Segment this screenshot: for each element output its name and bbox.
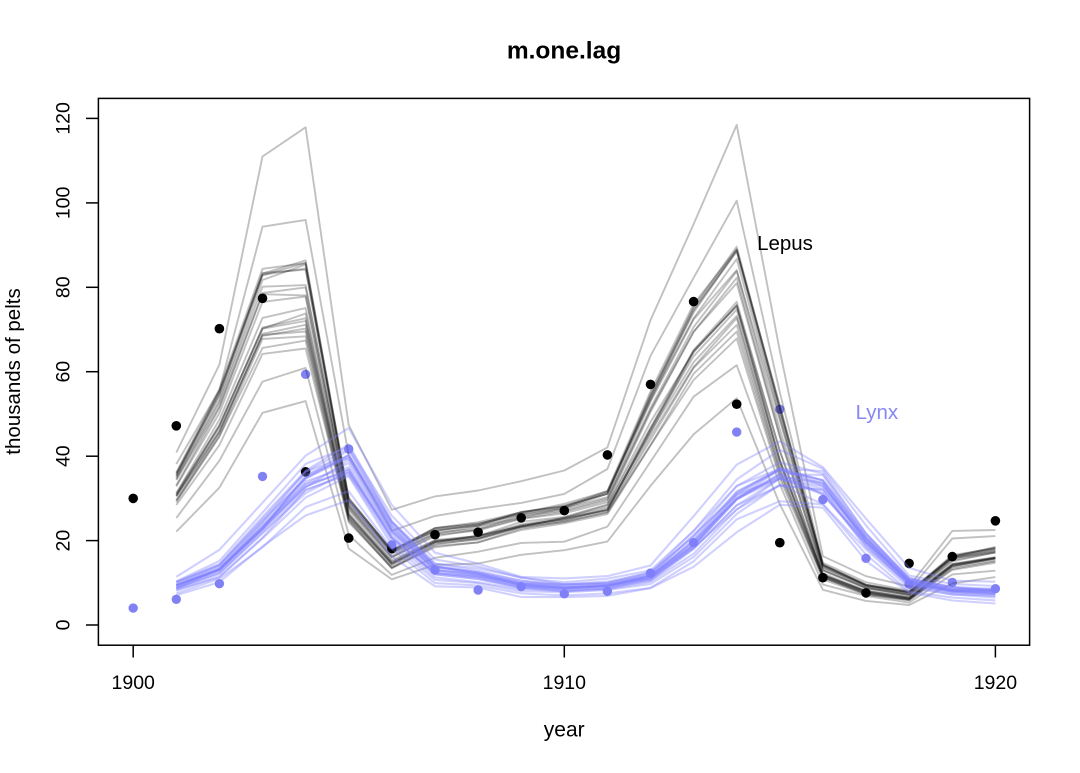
svg-text:1900: 1900 bbox=[112, 672, 156, 694]
svg-text:120: 120 bbox=[53, 102, 75, 135]
svg-text:Lynx: Lynx bbox=[856, 401, 899, 424]
svg-text:Lepus: Lepus bbox=[757, 232, 813, 255]
svg-text:1920: 1920 bbox=[974, 672, 1018, 694]
svg-text:80: 80 bbox=[53, 276, 75, 298]
svg-text:0: 0 bbox=[53, 619, 75, 630]
svg-text:1910: 1910 bbox=[543, 672, 587, 694]
svg-text:m.one.lag: m.one.lag bbox=[507, 38, 621, 65]
svg-text:40: 40 bbox=[53, 445, 75, 467]
svg-text:thousands of pelts: thousands of pelts bbox=[2, 288, 25, 454]
svg-text:20: 20 bbox=[53, 530, 75, 552]
svg-text:100: 100 bbox=[53, 186, 75, 219]
svg-text:60: 60 bbox=[53, 361, 75, 383]
svg-text:year: year bbox=[544, 718, 585, 741]
